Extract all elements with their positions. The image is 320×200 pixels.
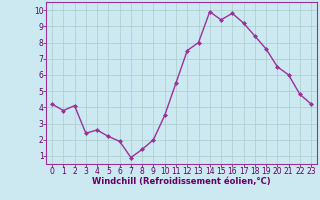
X-axis label: Windchill (Refroidissement éolien,°C): Windchill (Refroidissement éolien,°C) — [92, 177, 271, 186]
